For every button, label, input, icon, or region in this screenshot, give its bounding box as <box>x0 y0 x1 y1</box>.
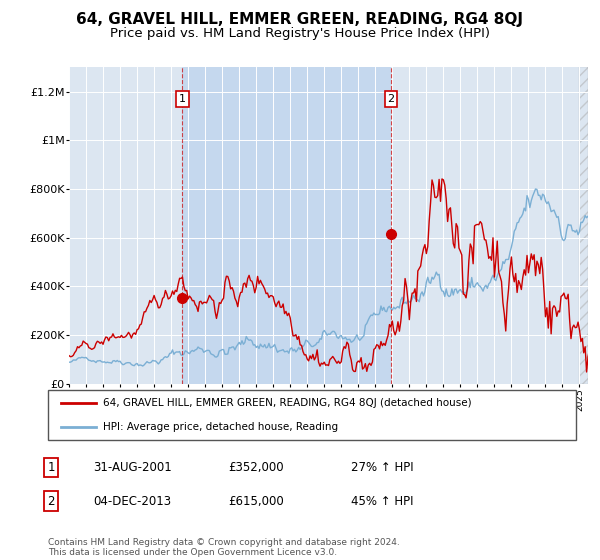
Text: £352,000: £352,000 <box>228 461 284 474</box>
Text: 64, GRAVEL HILL, EMMER GREEN, READING, RG4 8QJ (detached house): 64, GRAVEL HILL, EMMER GREEN, READING, R… <box>103 398 472 408</box>
Text: 27% ↑ HPI: 27% ↑ HPI <box>351 461 413 474</box>
Bar <box>182 67 391 384</box>
Text: Contains HM Land Registry data © Crown copyright and database right 2024.
This d: Contains HM Land Registry data © Crown c… <box>48 538 400 557</box>
Text: 1: 1 <box>47 461 55 474</box>
Text: HPI: Average price, detached house, Reading: HPI: Average price, detached house, Read… <box>103 422 338 432</box>
Text: 31-AUG-2001: 31-AUG-2001 <box>93 461 172 474</box>
Text: Price paid vs. HM Land Registry's House Price Index (HPI): Price paid vs. HM Land Registry's House … <box>110 27 490 40</box>
Text: 1: 1 <box>179 94 186 104</box>
Text: 2: 2 <box>47 494 55 508</box>
Text: £615,000: £615,000 <box>228 494 284 508</box>
Text: 64, GRAVEL HILL, EMMER GREEN, READING, RG4 8QJ: 64, GRAVEL HILL, EMMER GREEN, READING, R… <box>77 12 523 27</box>
FancyBboxPatch shape <box>48 390 576 440</box>
Text: 45% ↑ HPI: 45% ↑ HPI <box>351 494 413 508</box>
Text: 04-DEC-2013: 04-DEC-2013 <box>93 494 171 508</box>
Text: 2: 2 <box>388 94 394 104</box>
